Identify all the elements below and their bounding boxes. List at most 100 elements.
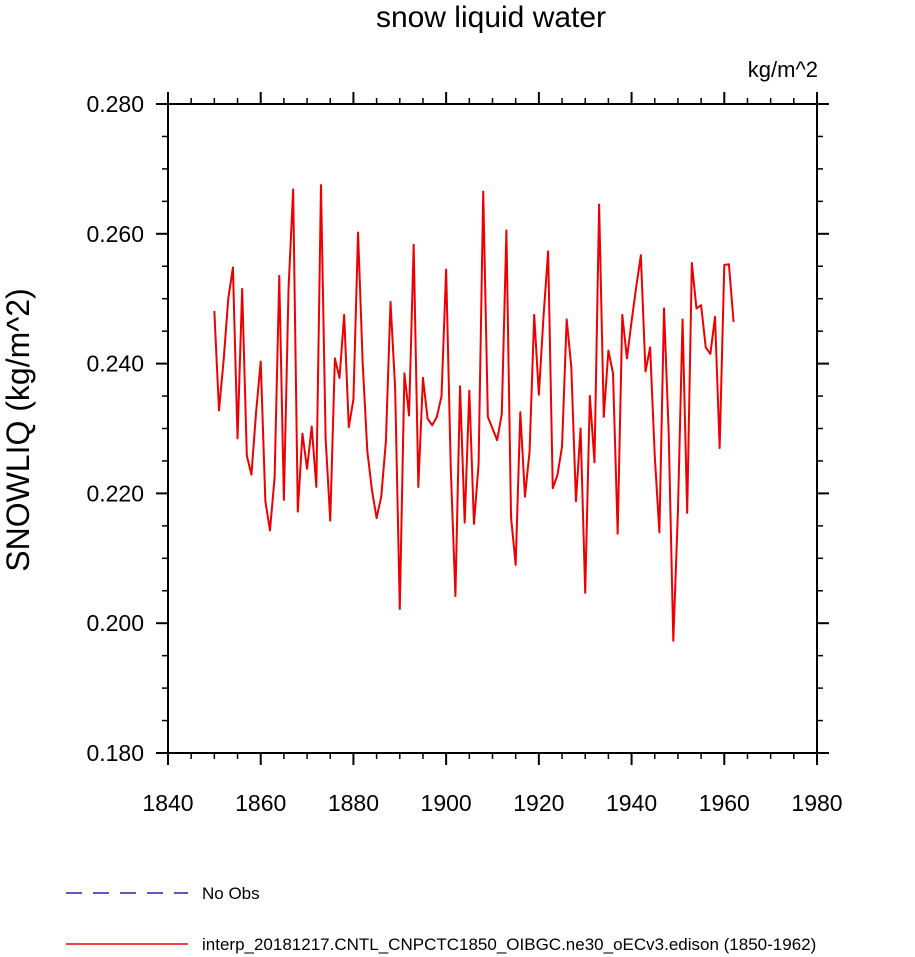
- series-line-snowliq: [213, 184, 735, 642]
- data-point: [547, 250, 550, 253]
- data-point: [422, 376, 424, 379]
- y-tick-label: 0.240: [86, 351, 144, 377]
- data-point: [398, 608, 401, 610]
- x-tick-label: 1920: [513, 790, 564, 816]
- data-point: [537, 393, 540, 396]
- data-point: [273, 476, 276, 479]
- data-point: [408, 414, 410, 417]
- data-point: [612, 372, 614, 375]
- data-point: [324, 437, 327, 440]
- data-point: [320, 184, 322, 187]
- data-point: [602, 415, 605, 418]
- data-point: [371, 489, 373, 492]
- data-point: [658, 531, 661, 534]
- data-point: [384, 440, 387, 443]
- data-point: [542, 315, 545, 318]
- data-point: [704, 346, 707, 349]
- data-point: [551, 487, 554, 490]
- data-point: [681, 318, 684, 321]
- data-point: [213, 310, 216, 313]
- x-tick-label: 1900: [421, 790, 472, 816]
- data-point: [403, 372, 406, 375]
- data-point: [561, 445, 563, 448]
- data-point: [222, 359, 225, 362]
- data-point: [510, 516, 512, 519]
- data-point: [593, 461, 596, 464]
- data-point: [287, 288, 290, 290]
- x-tick-label: 1980: [791, 790, 842, 816]
- data-point: [533, 314, 536, 316]
- data-point: [310, 425, 313, 428]
- data-point: [505, 229, 508, 232]
- legend-label-no-obs: No Obs: [202, 884, 260, 903]
- chart-title: snow liquid water: [376, 1, 606, 34]
- data-point: [250, 473, 253, 476]
- legend: No Obs interp_20181217.CNTL_CNPCTC1850_O…: [66, 884, 816, 954]
- data-point: [435, 415, 438, 418]
- data-point: [477, 463, 480, 466]
- data-point: [454, 595, 457, 597]
- data-point: [575, 500, 577, 503]
- data-point: [714, 315, 716, 318]
- data-point: [245, 454, 248, 457]
- data-point: [264, 500, 267, 503]
- data-point: [579, 427, 582, 430]
- data-point: [232, 266, 234, 269]
- data-point: [556, 474, 559, 477]
- data-point: [449, 467, 452, 470]
- data-point: [343, 314, 346, 316]
- data-point: [630, 320, 633, 323]
- data-point: [621, 314, 624, 316]
- data-point: [653, 454, 656, 457]
- data-point: [649, 346, 652, 349]
- data-point: [667, 430, 670, 433]
- data-point: [473, 523, 475, 525]
- data-point: [389, 301, 392, 303]
- data-point: [380, 495, 383, 498]
- y-tick-label: 0.180: [86, 740, 144, 766]
- data-point: [412, 243, 415, 246]
- data-point: [315, 486, 318, 488]
- data-point: [700, 304, 703, 307]
- data-point: [639, 254, 642, 257]
- data-point: [426, 417, 429, 420]
- data-point: [635, 286, 638, 288]
- data-point: [255, 411, 257, 414]
- data-point: [690, 262, 693, 264]
- data-point: [440, 395, 443, 397]
- data-point: [524, 495, 526, 498]
- data-point: [677, 510, 679, 513]
- data-point: [718, 447, 721, 449]
- y-axis-label: SNOWLIQ (kg/m^2): [0, 288, 36, 571]
- data-point: [269, 529, 271, 532]
- data-point: [607, 349, 610, 352]
- data-point: [644, 370, 647, 373]
- data-point: [519, 411, 522, 414]
- data-point: [616, 532, 619, 535]
- data-point: [709, 352, 712, 355]
- x-tick-label: 1960: [699, 790, 750, 816]
- plot-frame: [167, 103, 818, 754]
- data-point: [375, 517, 378, 519]
- data-point: [732, 320, 735, 323]
- x-tick-label: 1940: [606, 790, 657, 816]
- data-point: [728, 263, 730, 266]
- data-point: [417, 486, 420, 488]
- data-point: [306, 467, 308, 470]
- units-label: kg/m^2: [748, 57, 818, 82]
- data-point: [584, 591, 587, 594]
- x-axis-tick-labels: 1840 1860 1880 1900 1920 1940 1960 1980: [142, 790, 842, 816]
- data-point: [431, 424, 434, 427]
- legend-label-model: interp_20181217.CNTL_CNPCTC1850_OIBGC.ne…: [202, 935, 816, 954]
- data-point: [695, 307, 698, 310]
- data-point: [338, 376, 341, 379]
- data-point: [528, 450, 531, 453]
- data-point: [218, 409, 220, 412]
- data-point: [459, 385, 461, 388]
- data-point: [500, 413, 503, 416]
- data-point: [333, 357, 336, 360]
- data-point: [236, 437, 239, 440]
- data-point: [686, 511, 689, 514]
- data-point: [565, 318, 568, 321]
